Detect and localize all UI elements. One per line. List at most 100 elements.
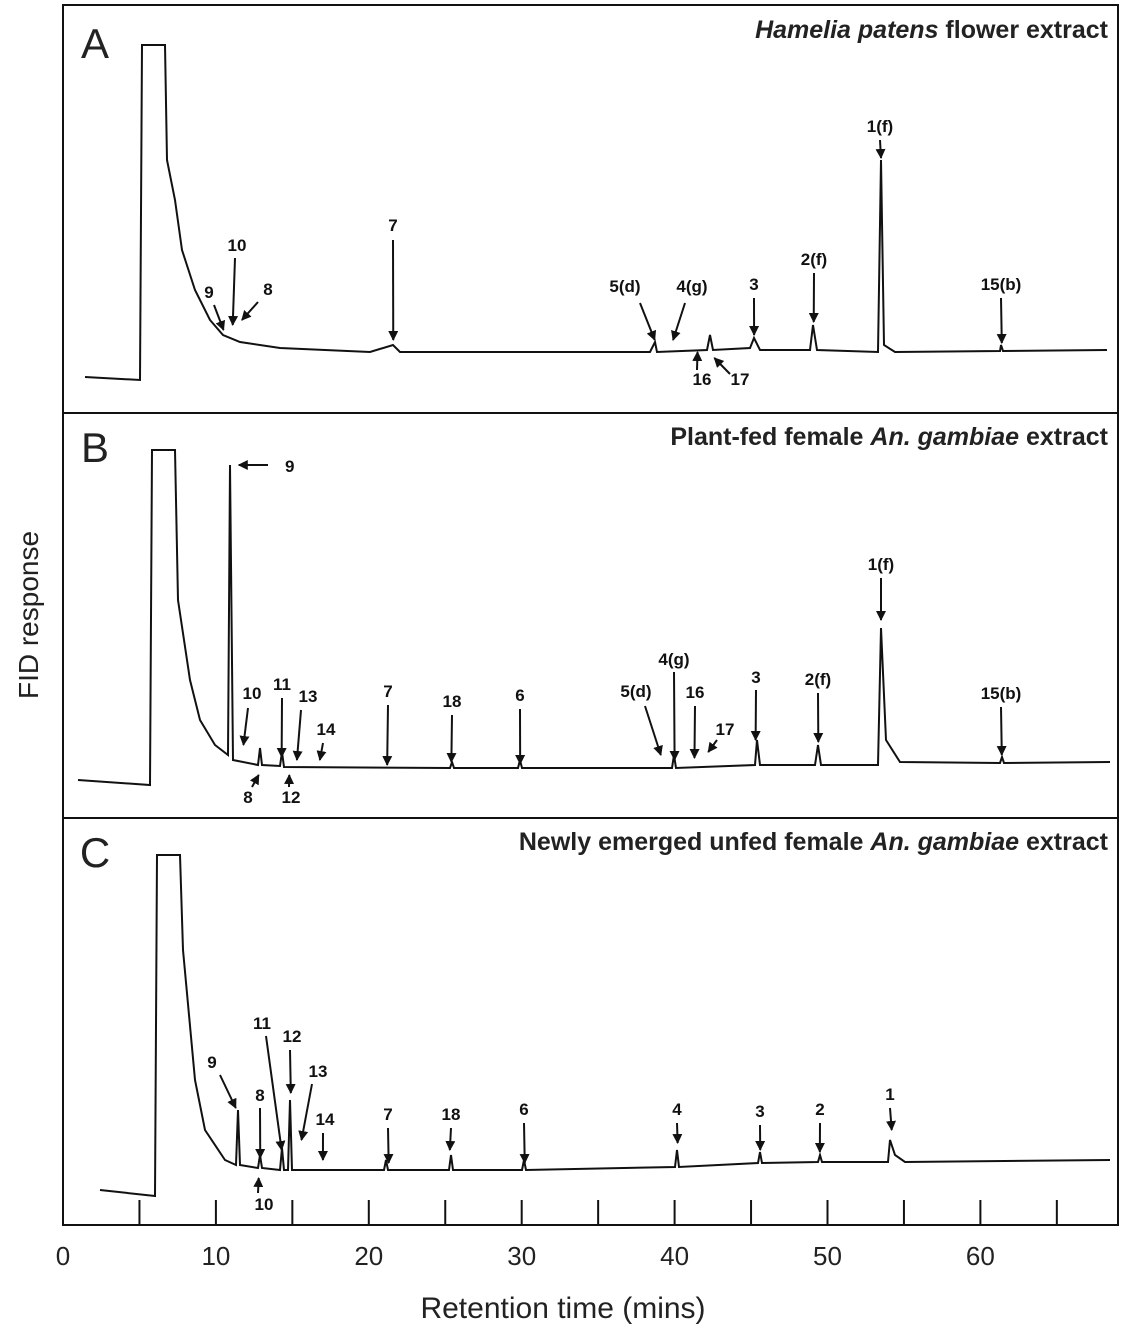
- peak-arrow: [265, 1035, 286, 1151]
- peak-arrow: [382, 704, 393, 766]
- peak-arrow: [707, 739, 718, 753]
- peak-label: 3: [751, 668, 760, 687]
- peak-label: 2(f): [805, 670, 831, 689]
- peak-arrow: [249, 774, 260, 788]
- peak-arrow: [672, 1122, 683, 1144]
- peak-label: 7: [383, 682, 392, 701]
- peak-label: 4(g): [676, 277, 707, 296]
- peak-arrow: [316, 742, 327, 761]
- peak-arrow: [219, 1074, 237, 1109]
- peak-label: 6: [515, 686, 524, 705]
- peak-arrow: [285, 1049, 296, 1094]
- trace: [84, 44, 1108, 382]
- peak-arrow: [644, 705, 663, 756]
- title-segment: Newly emerged unfed female: [519, 828, 871, 856]
- peak-arrow: [446, 714, 457, 763]
- peak-label: 8: [243, 788, 252, 807]
- peak-label: 16: [693, 370, 712, 389]
- peak-label: 1(f): [868, 555, 894, 574]
- peak-arrow: [713, 357, 731, 375]
- peak-label: 14: [317, 720, 336, 739]
- x-tick-label: 30: [507, 1241, 536, 1271]
- peak-label: 10: [255, 1195, 274, 1214]
- peak-label: 17: [716, 720, 735, 739]
- peak-label: 5(d): [609, 277, 640, 296]
- panel-label: A: [81, 20, 109, 67]
- title-segment: extract: [1019, 828, 1109, 856]
- peak-arrow: [383, 1127, 394, 1164]
- x-tick-label: 50: [813, 1241, 842, 1271]
- peak-label: 15(b): [981, 275, 1022, 294]
- title-segment: Plant-fed female: [670, 423, 870, 451]
- x-tick-label: 60: [966, 1241, 995, 1271]
- panel-label: B: [81, 424, 109, 471]
- peak-label: 3: [755, 1102, 764, 1121]
- peak-label: 13: [309, 1062, 328, 1081]
- peak-arrow: [669, 671, 680, 761]
- peak-label: 2(f): [801, 250, 827, 269]
- peak-arrow: [886, 1107, 896, 1131]
- x-tick-label: 0: [56, 1241, 70, 1271]
- peak-label: 7: [388, 216, 397, 235]
- peak-label: 12: [282, 788, 301, 807]
- peak-label: 2: [815, 1100, 824, 1119]
- peak-arrow: [239, 707, 250, 746]
- peak-label: 12: [283, 1027, 302, 1046]
- peak-arrow: [692, 351, 703, 371]
- peak-label: 10: [228, 236, 247, 255]
- peak-arrow: [689, 705, 700, 759]
- peak-label: 5(d): [620, 682, 651, 701]
- panel-label: C: [80, 829, 110, 876]
- x-axis-label: Retention time (mins): [420, 1292, 705, 1325]
- peak-label: 15(b): [981, 684, 1022, 703]
- peak-arrow: [519, 1122, 530, 1164]
- peak-arrow: [253, 1177, 264, 1194]
- peak-arrow: [213, 304, 226, 331]
- trace: [77, 449, 1111, 787]
- peak-label: 11: [273, 675, 291, 694]
- peak-label: 18: [443, 692, 462, 711]
- peak-label: 1(f): [867, 117, 893, 136]
- panel-title: Hamelia patens flower extract: [755, 16, 1109, 44]
- peak-arrow: [996, 297, 1007, 344]
- title-segment: flower extract: [938, 16, 1108, 44]
- peak-label: 13: [299, 687, 318, 706]
- peak-label: 16: [686, 683, 705, 702]
- panel-title: Plant-fed female An. gambiae extract: [670, 423, 1108, 451]
- peak-label: 7: [383, 1105, 392, 1124]
- y-axis-label: FID response: [13, 531, 44, 699]
- peak-arrow: [639, 302, 657, 341]
- peak-label: 4(g): [658, 650, 689, 669]
- title-segment: An. gambiae: [869, 828, 1019, 856]
- panel-title: Newly emerged unfed female An. gambiae e…: [519, 828, 1109, 856]
- peak-label: 9: [204, 283, 213, 302]
- x-tick-label: 20: [354, 1241, 383, 1271]
- peak-label: 17: [731, 370, 750, 389]
- title-segment: extract: [1019, 423, 1109, 451]
- peak-label: 9: [285, 457, 294, 476]
- x-tick-label: 40: [660, 1241, 689, 1271]
- peak-label: 10: [243, 684, 262, 703]
- trace: [99, 854, 1111, 1198]
- peak-arrow: [671, 302, 686, 341]
- peak-arrow: [445, 1127, 456, 1151]
- frame: [62, 4, 1119, 1226]
- peak-label: 4: [672, 1100, 682, 1119]
- peak-label: 1: [885, 1085, 894, 1104]
- peak-label: 8: [255, 1086, 264, 1105]
- peak-arrow: [292, 709, 303, 761]
- peak-arrow: [298, 1083, 313, 1141]
- peak-label: 3: [749, 275, 758, 294]
- peak-label: 14: [316, 1110, 335, 1129]
- peak-label: 9: [207, 1053, 216, 1072]
- peak-arrow: [875, 139, 886, 159]
- peak-label: 6: [519, 1100, 528, 1119]
- x-tick-label: 10: [201, 1241, 230, 1271]
- peak-label: 11: [253, 1014, 271, 1033]
- title-segment: Hamelia patens: [755, 16, 939, 44]
- title-segment: An. gambiae: [869, 423, 1019, 451]
- peak-label: 18: [442, 1105, 461, 1124]
- peak-label: 8: [263, 280, 272, 299]
- peak-arrow: [996, 706, 1007, 756]
